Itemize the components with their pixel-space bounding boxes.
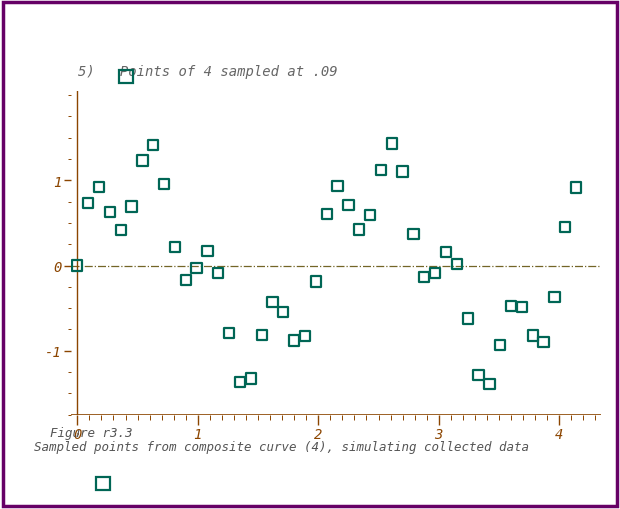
Point bbox=[192, 265, 202, 273]
Point bbox=[409, 230, 419, 238]
Point bbox=[517, 303, 527, 312]
Point bbox=[376, 166, 386, 175]
Point bbox=[397, 168, 407, 176]
Point bbox=[419, 273, 429, 281]
Point bbox=[73, 262, 82, 270]
Point bbox=[560, 223, 570, 232]
Text: 5)   Points of 4 sampled at .09: 5) Points of 4 sampled at .09 bbox=[78, 65, 337, 79]
Point bbox=[571, 184, 581, 192]
Point bbox=[354, 226, 364, 234]
Point bbox=[441, 249, 451, 257]
Point bbox=[181, 276, 191, 284]
Point bbox=[126, 203, 136, 211]
Text: Figure r3.3: Figure r3.3 bbox=[50, 427, 132, 439]
Point bbox=[387, 140, 397, 148]
Point bbox=[278, 308, 288, 317]
Point bbox=[159, 181, 169, 189]
Point bbox=[463, 315, 472, 323]
Point bbox=[289, 337, 299, 345]
Point bbox=[528, 332, 538, 340]
Point bbox=[549, 293, 559, 301]
Point bbox=[116, 227, 126, 235]
Point bbox=[246, 375, 256, 383]
Point bbox=[138, 157, 148, 165]
Point bbox=[365, 212, 375, 220]
Point bbox=[94, 184, 104, 192]
Point bbox=[105, 209, 115, 217]
Point bbox=[484, 380, 494, 388]
Point bbox=[430, 270, 440, 278]
Point bbox=[235, 378, 245, 386]
Point bbox=[268, 299, 278, 307]
Point bbox=[148, 142, 158, 150]
Point bbox=[343, 202, 353, 210]
Point bbox=[300, 332, 310, 341]
Point bbox=[506, 302, 516, 310]
Point bbox=[539, 338, 549, 346]
Point bbox=[213, 269, 223, 277]
Point bbox=[224, 329, 234, 337]
Point bbox=[83, 200, 93, 208]
Point bbox=[332, 182, 342, 190]
Text: Sampled points from composite curve (4), simulating collected data: Sampled points from composite curve (4),… bbox=[34, 440, 529, 453]
Point bbox=[322, 211, 332, 219]
Point bbox=[495, 342, 505, 350]
Point bbox=[452, 260, 462, 268]
Point bbox=[203, 247, 213, 256]
Point bbox=[257, 331, 267, 339]
Point bbox=[474, 371, 484, 379]
Point bbox=[170, 243, 180, 251]
Point bbox=[311, 278, 321, 286]
